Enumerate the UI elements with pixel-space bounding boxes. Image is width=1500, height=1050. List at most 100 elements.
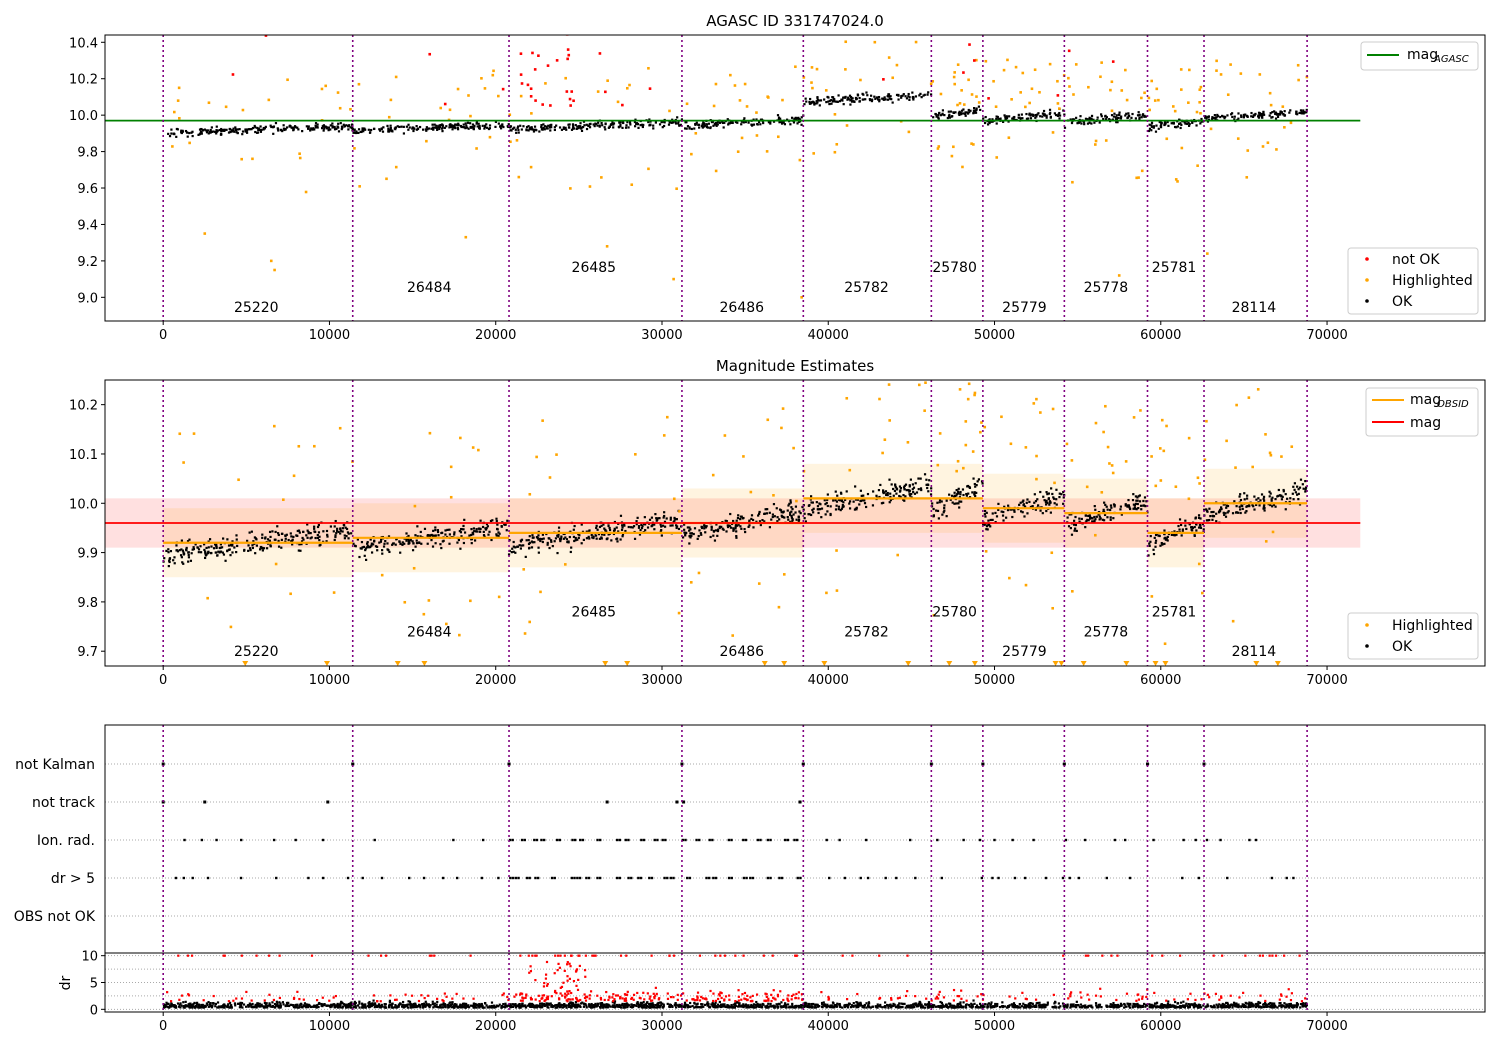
ok-point xyxy=(224,559,227,562)
dr-point xyxy=(1022,1002,1025,1005)
dr-point xyxy=(799,1006,802,1009)
ok-point xyxy=(475,528,478,531)
ok-point xyxy=(386,542,389,545)
ok-point xyxy=(466,121,469,124)
ok-point xyxy=(1138,113,1141,116)
ok-point xyxy=(748,524,751,527)
ok-point xyxy=(654,121,657,124)
ok-point xyxy=(905,489,908,492)
ok-point xyxy=(640,526,644,530)
dr-point xyxy=(1123,1002,1126,1006)
ok-point xyxy=(1084,526,1087,529)
dr-gt-5-point xyxy=(509,876,512,880)
ok-point xyxy=(460,125,463,129)
ok-point xyxy=(856,94,860,97)
dr-point xyxy=(1243,1005,1246,1008)
dr-point xyxy=(1188,1003,1192,1007)
ok-point xyxy=(819,508,822,511)
ok-point xyxy=(334,534,337,537)
ok-point xyxy=(956,492,959,495)
dr-point xyxy=(1143,1002,1146,1006)
ok-point xyxy=(1277,494,1280,498)
ok-point xyxy=(595,537,598,540)
ok-point xyxy=(259,125,262,128)
ok-point xyxy=(1218,508,1222,511)
ok-point xyxy=(221,551,224,554)
ok-point xyxy=(1060,493,1063,496)
ok-point xyxy=(848,507,852,510)
not-kalman-point xyxy=(1062,762,1066,766)
highlighted-point xyxy=(1269,453,1273,457)
ok-point xyxy=(254,130,257,134)
ok-point xyxy=(845,490,848,493)
ok-point xyxy=(358,555,361,559)
ok-point xyxy=(1114,118,1118,121)
ok-point xyxy=(530,128,533,131)
dr-point xyxy=(741,1005,745,1008)
dr-point xyxy=(964,1005,967,1008)
highlighted-point xyxy=(1198,482,1201,485)
dr-point xyxy=(488,1005,491,1008)
ok-point xyxy=(577,536,580,540)
ok-point xyxy=(1294,491,1297,494)
ok-point xyxy=(732,519,735,523)
ok-point xyxy=(919,487,923,490)
ok-point xyxy=(772,120,776,123)
ok-point xyxy=(341,530,344,533)
highlighted-point xyxy=(845,396,849,400)
ok-point xyxy=(1225,504,1228,507)
not-ok-point xyxy=(566,48,570,51)
ok-point xyxy=(634,118,637,121)
highlighted-point xyxy=(1106,445,1110,449)
ok-point xyxy=(1216,113,1219,117)
ion-rad-point xyxy=(865,838,868,842)
ok-point xyxy=(619,120,622,124)
dr-point xyxy=(532,1003,535,1007)
dr-point xyxy=(426,1003,429,1007)
ok-point xyxy=(1101,518,1104,521)
highlighted-point xyxy=(445,622,448,626)
ok-point xyxy=(1114,116,1117,119)
dr-point xyxy=(1136,1002,1139,1006)
ok-point xyxy=(598,537,601,540)
ok-point xyxy=(432,529,435,532)
dr-point xyxy=(742,1003,745,1006)
ok-point xyxy=(1172,122,1175,125)
ok-point xyxy=(768,511,771,514)
ok-point xyxy=(975,491,978,494)
highlighted-point xyxy=(1261,145,1265,148)
highlighted-point xyxy=(733,84,737,87)
ok-point xyxy=(872,490,875,493)
ok-point xyxy=(790,510,793,513)
dr-point xyxy=(512,1003,515,1006)
dr-gt-5-point xyxy=(1292,876,1295,880)
highlighted-point xyxy=(469,599,472,603)
ok-point xyxy=(777,116,781,119)
dr-point xyxy=(1100,1006,1103,1009)
highlighted-point xyxy=(357,82,361,86)
highlighted-point xyxy=(1209,127,1213,131)
highlighted-point xyxy=(956,103,959,107)
ok-point xyxy=(1017,113,1020,116)
ok-point xyxy=(199,130,203,133)
ok-point xyxy=(1248,504,1251,507)
ok-point xyxy=(1042,109,1046,113)
ok-point xyxy=(991,118,994,121)
ok-point xyxy=(234,126,237,129)
ok-point xyxy=(962,108,965,111)
highlighted-point xyxy=(286,78,289,82)
highlighted-point xyxy=(1132,416,1136,419)
ok-point xyxy=(624,126,628,129)
ok-point xyxy=(266,538,270,541)
dr-point xyxy=(570,1006,573,1009)
dr-point xyxy=(485,1004,488,1007)
ok-point xyxy=(1282,488,1285,492)
highlighted-point xyxy=(766,418,770,422)
ok-point xyxy=(321,127,324,130)
ok-point xyxy=(216,554,219,557)
ok-point xyxy=(919,92,922,95)
ok-point xyxy=(229,554,232,557)
ok-point xyxy=(1257,114,1260,117)
ok-point xyxy=(1118,111,1121,114)
dr-point xyxy=(863,1003,866,1007)
